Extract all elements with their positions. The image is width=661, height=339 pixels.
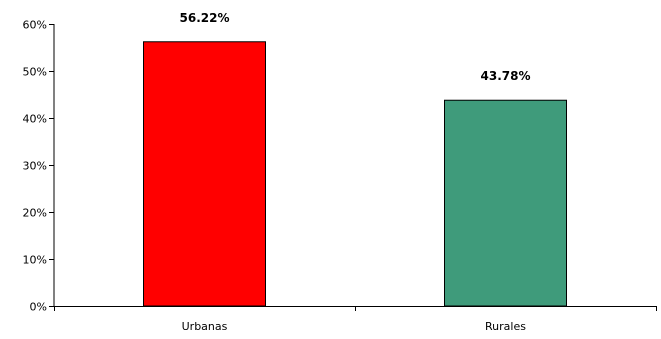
x-axis: Urbanas Rurales bbox=[54, 306, 657, 333]
y-tick-label: 20% bbox=[23, 207, 47, 220]
y-tick-label: 50% bbox=[23, 66, 47, 79]
y-tick-label: 0% bbox=[30, 301, 47, 314]
y-tick-label: 10% bbox=[23, 254, 47, 267]
x-tick-label: Rurales bbox=[485, 320, 526, 333]
y-tick-label: 40% bbox=[23, 113, 47, 126]
bar-rurales bbox=[444, 99, 567, 307]
x-tick-label: Urbanas bbox=[182, 320, 228, 333]
y-axis: 0% 10% 20% 30% 40% 50% 60% bbox=[23, 19, 55, 314]
data-labels: 56.22% 43.78% bbox=[180, 11, 531, 83]
bars bbox=[143, 41, 567, 307]
data-label: 43.78% bbox=[481, 69, 531, 83]
y-tick-label: 30% bbox=[23, 160, 47, 173]
y-tick-label: 60% bbox=[23, 19, 47, 32]
bar-urbanas bbox=[143, 41, 266, 307]
data-label: 56.22% bbox=[180, 11, 230, 25]
